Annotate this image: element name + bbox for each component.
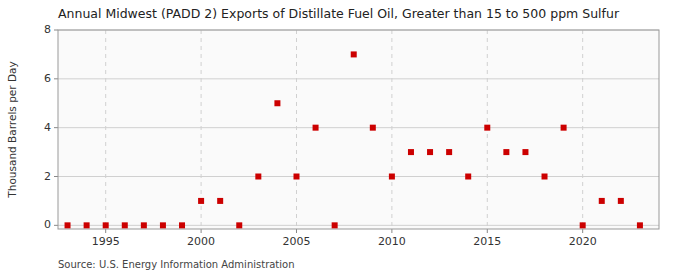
- point: [313, 125, 319, 131]
- source: Source: U.S. Energy Information Administ…: [58, 259, 295, 270]
- point: [255, 174, 261, 180]
- x-grid-line: [296, 30, 297, 229]
- y-tick-label: 8: [44, 23, 51, 36]
- point: [141, 222, 147, 228]
- plot-frame: [58, 30, 659, 229]
- point: [522, 149, 528, 155]
- x-tick-label: 2005: [282, 235, 310, 248]
- point: [637, 222, 643, 228]
- x-grid-line: [582, 30, 583, 229]
- x-tick: [296, 229, 297, 233]
- y-grid-line: [58, 176, 659, 177]
- point: [542, 174, 548, 180]
- point: [351, 51, 357, 57]
- y-tick-label: 4: [44, 121, 51, 134]
- y-tick-label: 6: [44, 72, 51, 85]
- y-axis-label: Thousand Barrels per Day: [6, 61, 18, 198]
- point: [293, 174, 299, 180]
- x-tick: [105, 229, 106, 233]
- point: [274, 100, 280, 106]
- point: [427, 149, 433, 155]
- point: [198, 198, 204, 204]
- x-tick-label: 2020: [569, 235, 597, 248]
- x-tick: [487, 229, 488, 233]
- y-tick-label: 0: [44, 218, 51, 231]
- x-tick-label: 2010: [378, 235, 406, 248]
- point: [618, 198, 624, 204]
- grid: [58, 30, 659, 229]
- point: [503, 149, 509, 155]
- point: [122, 222, 128, 228]
- point: [408, 149, 414, 155]
- point: [84, 222, 90, 228]
- x-grid-line: [391, 30, 392, 229]
- y-tick: [54, 127, 58, 128]
- point: [484, 125, 490, 131]
- point: [65, 222, 71, 228]
- point: [465, 174, 471, 180]
- point: [599, 198, 605, 204]
- y-tick: [54, 30, 58, 31]
- point: [370, 125, 376, 131]
- y-tick: [54, 78, 58, 79]
- point: [446, 149, 452, 155]
- x-tick: [201, 229, 202, 233]
- point: [160, 222, 166, 228]
- y-grid-line: [58, 127, 659, 128]
- y-grid-line: [58, 225, 659, 226]
- chart-container: 0 2 4 6 8 1995 2000 2005 2010 2015 2020 Annual Midw…: [0, 0, 675, 275]
- chart-svg: 0 2 4 6 8 1995 2000 2005 2010 2015 2020 Annual Midw…: [0, 0, 675, 275]
- point: [179, 222, 185, 228]
- y-tick: [54, 225, 58, 226]
- point: [103, 222, 109, 228]
- x-grid-line: [105, 30, 106, 229]
- point: [561, 125, 567, 131]
- x-tick-label: 2015: [473, 235, 501, 248]
- point: [332, 222, 338, 228]
- point: [389, 174, 395, 180]
- x-tick: [582, 229, 583, 233]
- plot-background: [58, 30, 659, 229]
- y-tick: [54, 176, 58, 177]
- point: [217, 198, 223, 204]
- point: [236, 222, 242, 228]
- point: [580, 222, 586, 228]
- x-tick-label: 1995: [92, 235, 120, 248]
- x-tick-label: 2000: [187, 235, 215, 248]
- title: Annual Midwest (PADD 2) Exports of Disti…: [58, 6, 620, 21]
- y-grid-line: [58, 78, 659, 79]
- points: [65, 51, 643, 228]
- y-tick-label: 2: [44, 170, 51, 183]
- x-tick: [391, 229, 392, 233]
